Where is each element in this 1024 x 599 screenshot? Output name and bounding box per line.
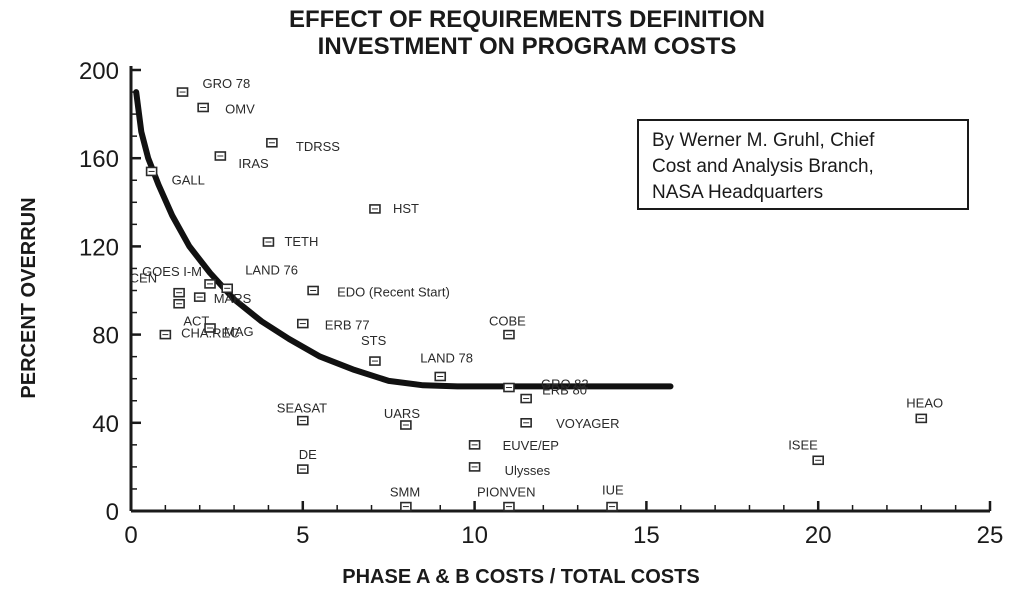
point-label: HEAO xyxy=(906,395,943,410)
trend-curve xyxy=(133,89,674,390)
data-point: GRO 82 xyxy=(503,377,589,393)
point-label: IUE xyxy=(602,483,624,498)
data-point: ISEE xyxy=(788,437,825,466)
x-tick-label: 15 xyxy=(633,522,660,549)
x-tick-label: 5 xyxy=(296,522,309,549)
data-point: VOYAGER xyxy=(520,416,619,431)
data-point: MAG xyxy=(204,323,254,339)
point-label: EUVE/EP xyxy=(503,438,559,453)
y-tick-label: 120 xyxy=(79,234,119,261)
chart-title-line-1: EFFECT OF REQUIREMENTS DEFINITION xyxy=(289,6,765,33)
y-tick-label: 160 xyxy=(79,146,119,173)
point-label: HST xyxy=(393,201,419,216)
point-label: LAND 78 xyxy=(420,350,473,365)
data-point: ERB 80 xyxy=(520,383,587,404)
point-label: GALL xyxy=(172,172,205,187)
point-label: GRO 78 xyxy=(203,76,251,91)
point-label: LAND 76 xyxy=(245,262,298,277)
point-label: TETH xyxy=(284,234,318,249)
data-point: CHA.REC xyxy=(173,298,240,341)
data-point: SMM xyxy=(390,485,420,512)
data-point: HST xyxy=(369,201,419,216)
data-point: IRAS xyxy=(214,151,269,171)
data-point: GRO 78 xyxy=(176,76,251,97)
trend-curve-group xyxy=(133,89,674,390)
point-label: MARS xyxy=(214,291,252,306)
point-label: STS xyxy=(361,333,387,348)
point-label: CEN xyxy=(130,271,157,286)
annotation-box: By Werner M. Gruhl, Chief Cost and Analy… xyxy=(637,119,969,210)
data-point: GALL xyxy=(145,166,205,187)
data-points: GRO 78 OMV TDRSS IRAS GALL HST TETH GOES I-MCEN… xyxy=(130,76,943,512)
point-label: UARS xyxy=(384,406,420,421)
x-tick-label: 10 xyxy=(461,522,488,549)
y-tick-label: 80 xyxy=(92,323,119,350)
point-label: PIONVEN xyxy=(477,485,536,500)
point-label: ISEE xyxy=(788,437,818,452)
data-point: EUVE/EP xyxy=(468,438,559,453)
data-point: TDRSS xyxy=(266,137,340,154)
annotation-line-3: NASA Headquarters xyxy=(652,182,823,203)
chart-title-line-2: INVESTMENT ON PROGRAM COSTS xyxy=(318,33,737,60)
axes: 0 40 80 120 160 200 0 5 10 15 20 25 xyxy=(79,58,1003,549)
point-label: GRO 82 xyxy=(541,377,589,392)
data-point: LAND 76 xyxy=(221,262,298,294)
data-point: LAND 78 xyxy=(420,350,473,382)
point-label: DE xyxy=(299,447,317,462)
point-label: ERB 77 xyxy=(325,318,370,333)
point-label: ERB 80 xyxy=(542,383,587,398)
x-tick-label: 0 xyxy=(124,522,137,549)
x-axis-title: PHASE A & B COSTS / TOTAL COSTS xyxy=(342,566,699,588)
data-point: PIONVEN xyxy=(477,485,536,512)
point-label: TDRSS xyxy=(296,139,340,154)
annotation-border xyxy=(637,119,969,210)
data-point: ERB 77 xyxy=(296,318,370,333)
data-point: CEN xyxy=(130,271,185,298)
point-label: SEASAT xyxy=(277,401,327,416)
y-tick-label: 200 xyxy=(79,58,119,85)
point-label: GOES I-M xyxy=(142,264,202,279)
data-point: IUE xyxy=(602,483,624,512)
point-label: Ulysses xyxy=(505,463,551,478)
data-point: OMV xyxy=(197,101,255,116)
data-point: MARS xyxy=(193,291,252,306)
y-tick-label: 40 xyxy=(92,411,119,438)
data-point: Ulysses xyxy=(468,462,551,478)
data-point: ACT xyxy=(159,314,209,340)
point-label: IRAS xyxy=(238,156,269,171)
data-point: GOES I-M xyxy=(142,264,216,289)
x-tick-label: 20 xyxy=(805,522,832,549)
point-label: COBE xyxy=(489,314,526,329)
data-point: TETH xyxy=(262,234,318,249)
point-label: MAG xyxy=(224,324,254,339)
x-tick-label: 25 xyxy=(977,522,1004,549)
annotation-line-2: Cost and Analysis Branch, xyxy=(652,156,874,177)
data-point: COBE xyxy=(489,314,526,340)
annotation-line-1: By Werner M. Gruhl, Chief xyxy=(652,130,875,151)
data-point: DE xyxy=(296,447,317,474)
data-point: SEASAT xyxy=(277,401,327,426)
point-label: ACT xyxy=(183,314,209,329)
y-axis-title: PERCENT OVERRUN xyxy=(18,197,40,398)
point-label: VOYAGER xyxy=(556,416,619,431)
data-point: HEAO xyxy=(906,395,943,424)
data-point: EDO (Recent Start) xyxy=(307,285,450,300)
data-point: STS xyxy=(361,333,387,366)
point-label: CHA.REC xyxy=(181,326,240,341)
data-point: UARS xyxy=(384,406,420,430)
point-label: OMV xyxy=(225,101,255,116)
point-label: SMM xyxy=(390,485,420,500)
point-label: EDO (Recent Start) xyxy=(337,285,450,300)
y-tick-label: 0 xyxy=(106,499,119,526)
